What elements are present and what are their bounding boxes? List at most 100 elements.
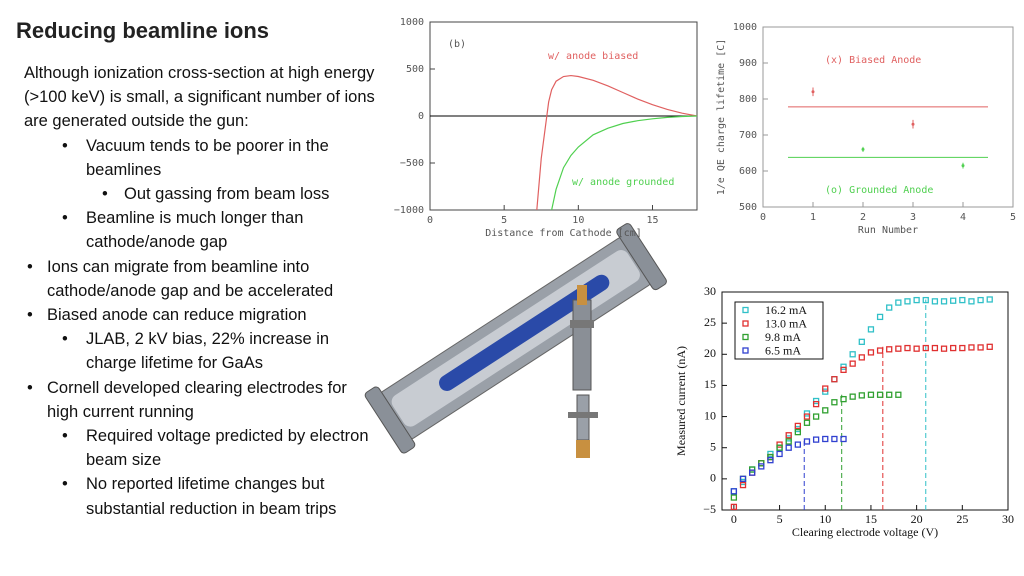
x-tick-label: 5: [501, 215, 507, 226]
marker: [959, 296, 966, 304]
marker: [840, 395, 847, 403]
bullet: Required voltage predicted by electron b…: [24, 424, 376, 472]
x-tick-label: 10: [819, 512, 831, 526]
data-point: [861, 146, 865, 152]
x-tick-label: 5: [1010, 212, 1016, 223]
marker: [730, 494, 738, 501]
x-tick-label: 30: [1002, 512, 1014, 526]
marker: [867, 349, 875, 356]
data-point: [911, 119, 915, 129]
marker: [895, 391, 902, 398]
marker: [886, 346, 893, 353]
marker: [730, 488, 738, 495]
marker: [803, 438, 811, 445]
marker: [858, 354, 865, 361]
marker: [767, 457, 774, 464]
marker: [913, 345, 920, 352]
marker: [785, 444, 792, 451]
marker: [776, 450, 783, 458]
marker: [794, 428, 801, 436]
y-tick-label: 800: [739, 94, 757, 105]
y-axis-label: Measured current (nA): [674, 346, 688, 456]
legend-box: [734, 301, 824, 360]
y-tick-label: 1000: [400, 17, 424, 28]
marker: [959, 344, 966, 352]
marker: [895, 299, 902, 306]
legend-label: 16.2 mA: [765, 303, 807, 317]
marker: [822, 385, 829, 392]
marker: [911, 122, 915, 126]
bullet: Beamline is much longer than cathode/ano…: [24, 206, 376, 254]
marker: [886, 304, 893, 311]
bullet: Out gassing from beam loss: [24, 182, 376, 206]
marker: [749, 469, 756, 476]
marker: [785, 432, 792, 439]
y-tick-label: 500: [739, 202, 757, 213]
marker: [895, 345, 902, 352]
y-tick-label: 1000: [733, 22, 757, 33]
bullet: JLAB, 2 kV bias, 22% increase in charge …: [24, 327, 376, 375]
marker: [961, 164, 965, 168]
marker: [849, 360, 856, 367]
slide-title: Reducing beamline ions: [16, 18, 270, 43]
marker: [968, 298, 975, 305]
bullet: Vacuum tends to be poorer in the beamlin…: [24, 134, 376, 182]
marker: [876, 313, 884, 321]
marker: [886, 391, 893, 398]
marker: [794, 441, 801, 448]
marker: [776, 444, 783, 451]
marker: [758, 463, 765, 470]
marker: [867, 391, 875, 398]
bullet: Cornell developed clearing electrodes fo…: [24, 376, 376, 424]
marker: [861, 147, 865, 151]
y-tick-label: 20: [704, 346, 716, 360]
x-tick-label: 4: [960, 212, 966, 223]
x-axis-label: Run Number: [858, 225, 918, 236]
marker: [913, 296, 920, 304]
x-tick-label: 2: [860, 212, 866, 223]
marker: [739, 481, 747, 489]
marker: [730, 488, 738, 495]
x-axis-label: Clearing electrode voltage (V): [792, 525, 938, 539]
marker: [858, 338, 865, 345]
marker: [831, 376, 838, 383]
bullet: No reported lifetime changes but substan…: [24, 472, 376, 520]
marker: [977, 344, 984, 351]
marker: [803, 419, 811, 426]
x-tick-label: 15: [646, 215, 658, 226]
marker: [858, 392, 865, 399]
y-tick-label: 0: [710, 471, 716, 485]
marker: [803, 413, 811, 420]
marker: [840, 435, 847, 443]
series-line: [536, 74, 698, 211]
marker: [812, 413, 820, 420]
legend-marker: [742, 347, 749, 354]
marker: [940, 345, 948, 352]
marker: [950, 344, 957, 352]
plot-frame: [721, 291, 1009, 511]
legend-label: 6.5 mA: [765, 343, 801, 357]
y-tick-label: 25: [704, 315, 716, 329]
marker: [812, 436, 820, 443]
y-tick-label: 0: [418, 111, 424, 122]
marker: [849, 351, 856, 358]
x-tick-label: 25: [956, 512, 968, 526]
y-tick-label: 600: [739, 166, 757, 177]
marker: [785, 438, 792, 445]
marker: [867, 326, 875, 333]
bullet: Biased anode can reduce migration: [24, 303, 376, 327]
legend-label: 13.0 mA: [765, 316, 807, 330]
legend-label: 9.8 mA: [765, 330, 801, 344]
marker: [968, 344, 975, 351]
marker: [904, 344, 911, 352]
annotation: (b): [448, 39, 466, 50]
y-tick-label: −500: [400, 158, 424, 169]
marker: [931, 344, 939, 352]
x-tick-label: 3: [910, 212, 916, 223]
y-tick-label: 10: [704, 408, 716, 422]
marker: [840, 366, 847, 374]
y-tick-label: −1000: [394, 205, 424, 216]
marker: [831, 399, 838, 406]
data-point: [811, 87, 815, 97]
marker: [922, 344, 929, 352]
